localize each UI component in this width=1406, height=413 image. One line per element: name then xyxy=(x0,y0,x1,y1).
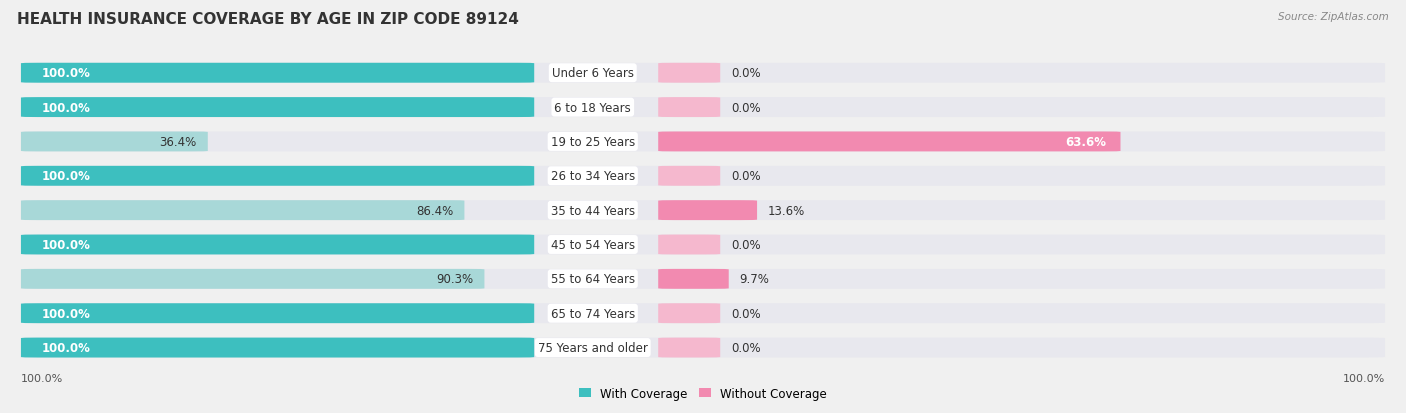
FancyBboxPatch shape xyxy=(658,166,720,186)
FancyBboxPatch shape xyxy=(21,64,1385,83)
FancyBboxPatch shape xyxy=(658,64,720,83)
Text: 100.0%: 100.0% xyxy=(42,341,90,354)
Text: 36.4%: 36.4% xyxy=(159,135,197,149)
Text: Under 6 Years: Under 6 Years xyxy=(551,67,634,80)
Text: 65 to 74 Years: 65 to 74 Years xyxy=(551,307,636,320)
Text: 100.0%: 100.0% xyxy=(42,307,90,320)
FancyBboxPatch shape xyxy=(21,269,485,289)
FancyBboxPatch shape xyxy=(658,98,720,118)
Text: 9.7%: 9.7% xyxy=(740,273,769,286)
FancyBboxPatch shape xyxy=(21,166,1385,186)
Text: 45 to 54 Years: 45 to 54 Years xyxy=(551,238,636,252)
Text: 0.0%: 0.0% xyxy=(731,101,761,114)
FancyBboxPatch shape xyxy=(21,132,1385,152)
Text: 6 to 18 Years: 6 to 18 Years xyxy=(554,101,631,114)
FancyBboxPatch shape xyxy=(658,304,720,323)
FancyBboxPatch shape xyxy=(21,304,1385,323)
Text: 19 to 25 Years: 19 to 25 Years xyxy=(551,135,636,149)
Text: HEALTH INSURANCE COVERAGE BY AGE IN ZIP CODE 89124: HEALTH INSURANCE COVERAGE BY AGE IN ZIP … xyxy=(17,12,519,27)
FancyBboxPatch shape xyxy=(21,64,534,83)
Text: 26 to 34 Years: 26 to 34 Years xyxy=(551,170,636,183)
Text: Source: ZipAtlas.com: Source: ZipAtlas.com xyxy=(1278,12,1389,22)
FancyBboxPatch shape xyxy=(658,201,756,221)
FancyBboxPatch shape xyxy=(21,98,534,118)
Text: 100.0%: 100.0% xyxy=(42,170,90,183)
FancyBboxPatch shape xyxy=(21,201,1385,221)
FancyBboxPatch shape xyxy=(21,98,1385,118)
Text: 13.6%: 13.6% xyxy=(768,204,806,217)
Text: 100.0%: 100.0% xyxy=(1343,373,1385,383)
Text: 0.0%: 0.0% xyxy=(731,341,761,354)
FancyBboxPatch shape xyxy=(21,166,534,186)
FancyBboxPatch shape xyxy=(21,338,534,358)
FancyBboxPatch shape xyxy=(658,338,720,358)
Text: 35 to 44 Years: 35 to 44 Years xyxy=(551,204,636,217)
FancyBboxPatch shape xyxy=(21,269,1385,289)
Text: 0.0%: 0.0% xyxy=(731,307,761,320)
Text: 75 Years and older: 75 Years and older xyxy=(538,341,648,354)
Text: 90.3%: 90.3% xyxy=(436,273,474,286)
FancyBboxPatch shape xyxy=(21,304,534,323)
Text: 63.6%: 63.6% xyxy=(1066,135,1107,149)
Text: 100.0%: 100.0% xyxy=(42,67,90,80)
FancyBboxPatch shape xyxy=(21,201,464,221)
FancyBboxPatch shape xyxy=(658,235,720,255)
Text: 0.0%: 0.0% xyxy=(731,170,761,183)
FancyBboxPatch shape xyxy=(21,132,208,152)
FancyBboxPatch shape xyxy=(21,338,1385,358)
FancyBboxPatch shape xyxy=(21,235,1385,255)
Text: 86.4%: 86.4% xyxy=(416,204,453,217)
Text: 100.0%: 100.0% xyxy=(42,101,90,114)
FancyBboxPatch shape xyxy=(658,269,728,289)
FancyBboxPatch shape xyxy=(658,132,1121,152)
Text: 100.0%: 100.0% xyxy=(21,373,63,383)
Text: 100.0%: 100.0% xyxy=(42,238,90,252)
Legend: With Coverage, Without Coverage: With Coverage, Without Coverage xyxy=(574,382,832,404)
Text: 55 to 64 Years: 55 to 64 Years xyxy=(551,273,636,286)
Text: 0.0%: 0.0% xyxy=(731,67,761,80)
FancyBboxPatch shape xyxy=(21,235,534,255)
Text: 0.0%: 0.0% xyxy=(731,238,761,252)
